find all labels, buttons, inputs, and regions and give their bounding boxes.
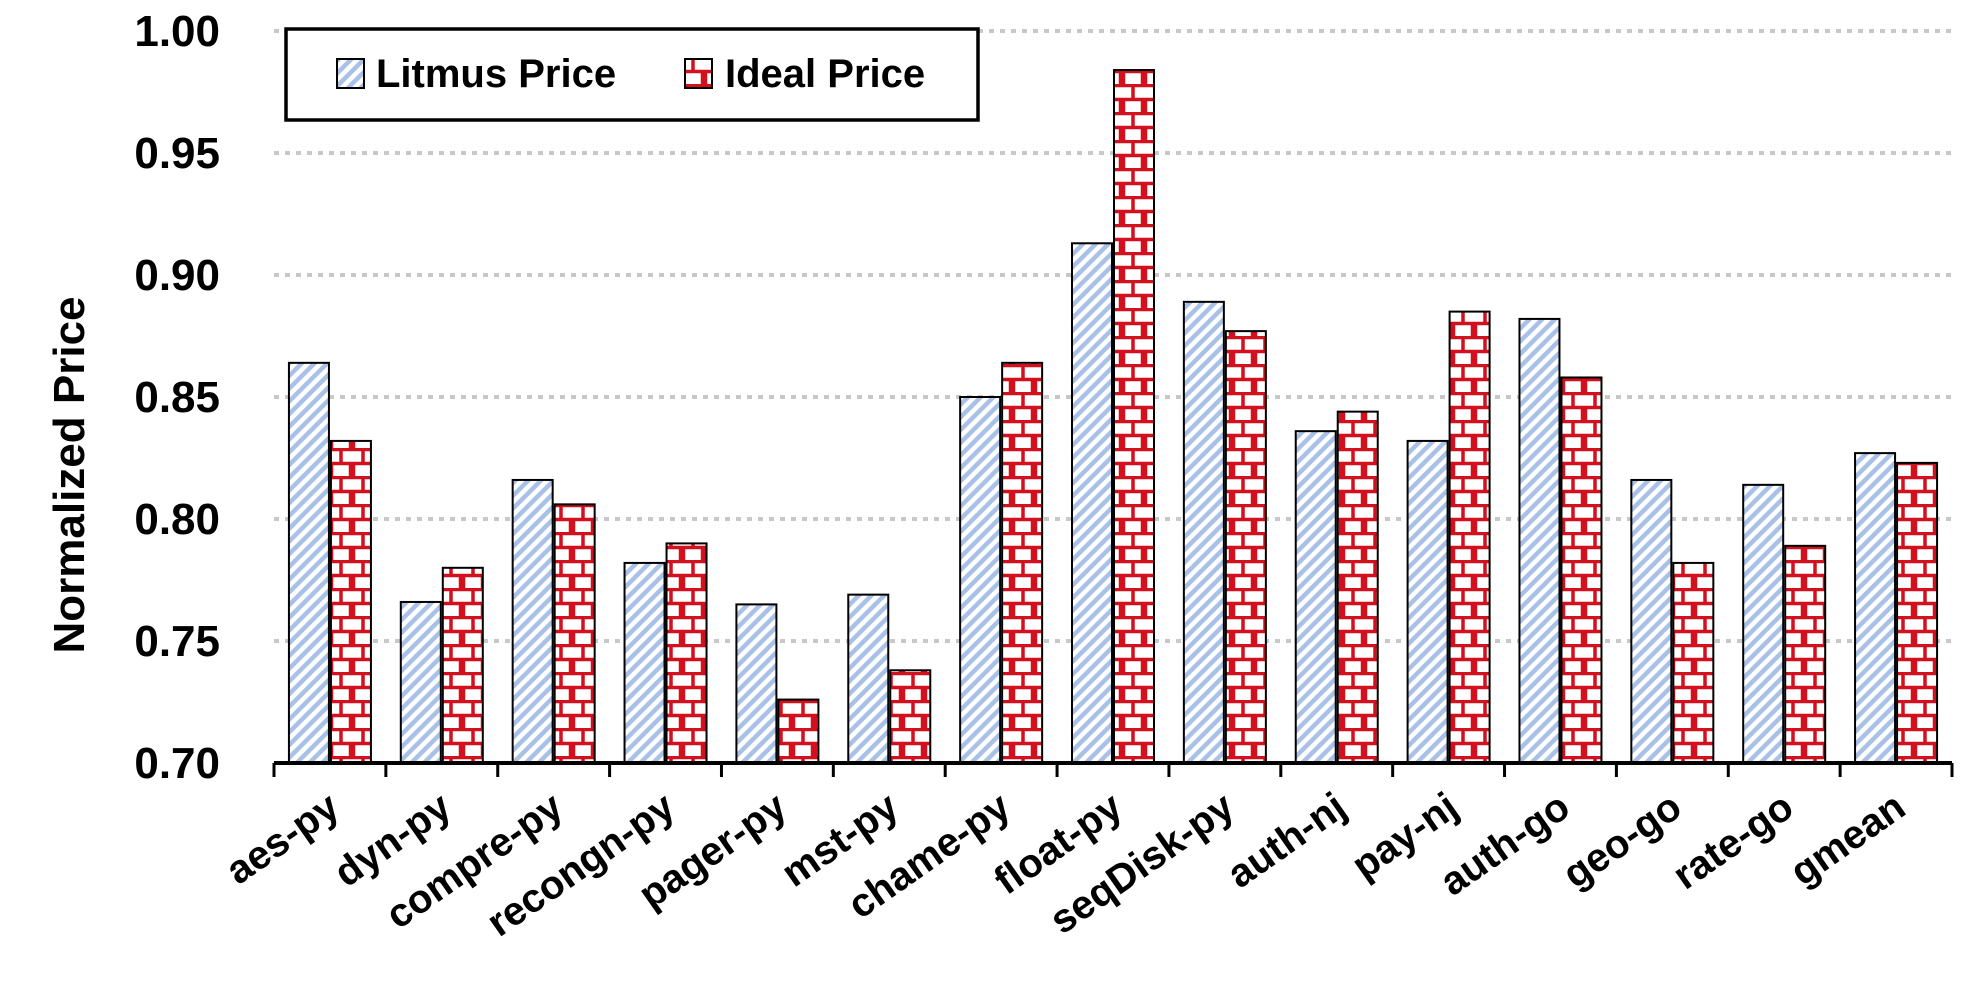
x-category-label: auth-nj — [1219, 784, 1353, 897]
bar-ideal-price — [441, 566, 484, 764]
bar-litmus-price — [735, 603, 778, 765]
x-category-label: geo-go — [1555, 784, 1689, 897]
bar-litmus-price — [1406, 439, 1449, 764]
bar-litmus-price — [1071, 242, 1113, 764]
bar-litmus-price — [959, 396, 1002, 764]
bar-ideal-price — [1001, 361, 1044, 764]
bar-ideal-price — [1448, 310, 1491, 764]
y-tick-label: 0.80 — [134, 495, 220, 544]
y-tick-label: 0.95 — [134, 129, 220, 178]
legend-label-ideal: Ideal Price — [725, 52, 925, 96]
bar-litmus-price — [287, 361, 330, 764]
bar-ideal-price — [665, 542, 708, 765]
bar-ideal-price — [1336, 410, 1379, 764]
bar-ideal-price — [777, 698, 820, 764]
bar-ideal-price — [889, 669, 932, 765]
bars — [287, 69, 1939, 765]
bar-litmus-price — [1182, 300, 1225, 764]
bar-ideal-price — [1784, 544, 1827, 765]
bar-litmus-price — [399, 600, 442, 765]
x-category-label: auth-go — [1432, 784, 1577, 904]
bar-litmus-price — [511, 478, 554, 764]
x-category-label: rate-go — [1665, 784, 1801, 898]
bar-ideal-price — [1113, 69, 1155, 765]
bar-ideal-price — [553, 503, 596, 764]
x-category-label: recongn-py — [479, 784, 683, 945]
bar-litmus-price — [1742, 483, 1785, 764]
legend: Litmus Price Ideal Price — [284, 27, 980, 122]
axes — [272, 761, 1954, 777]
y-tick-label: 0.90 — [134, 251, 220, 300]
legend-label-litmus: Litmus Price — [376, 52, 616, 96]
bar-litmus-price — [1630, 478, 1673, 764]
bar-ideal-price — [1224, 330, 1267, 764]
legend-swatch-ideal — [684, 58, 713, 89]
legend-box — [284, 27, 980, 122]
y-tick-label: 1.00 — [134, 7, 220, 56]
bar-ideal-price — [1896, 461, 1939, 764]
bar-ideal-price — [329, 439, 372, 764]
bar-ideal-price — [1672, 561, 1715, 764]
y-tick-label: 0.75 — [134, 617, 220, 666]
bar-litmus-price — [1294, 430, 1337, 764]
x-category-labels: aes-pydyn-pycompre-pyrecongn-pypager-pym… — [218, 784, 1913, 945]
y-tick-label: 0.85 — [134, 373, 220, 422]
y-tick-label: 0.70 — [134, 739, 220, 788]
bar-litmus-price — [623, 561, 666, 764]
bar-litmus-price — [847, 593, 890, 765]
x-category-label: gmean — [1782, 784, 1913, 894]
y-axis-title: Normalized Price — [45, 296, 94, 653]
y-tick-labels: 0.70 0.75 0.80 0.85 0.90 0.95 1.00 — [134, 7, 220, 788]
bar-ideal-price — [1560, 376, 1603, 764]
bar-litmus-price — [1854, 452, 1897, 764]
legend-swatch-litmus — [336, 58, 365, 89]
x-category-label: aes-py — [218, 784, 348, 893]
bar-litmus-price — [1518, 317, 1561, 764]
